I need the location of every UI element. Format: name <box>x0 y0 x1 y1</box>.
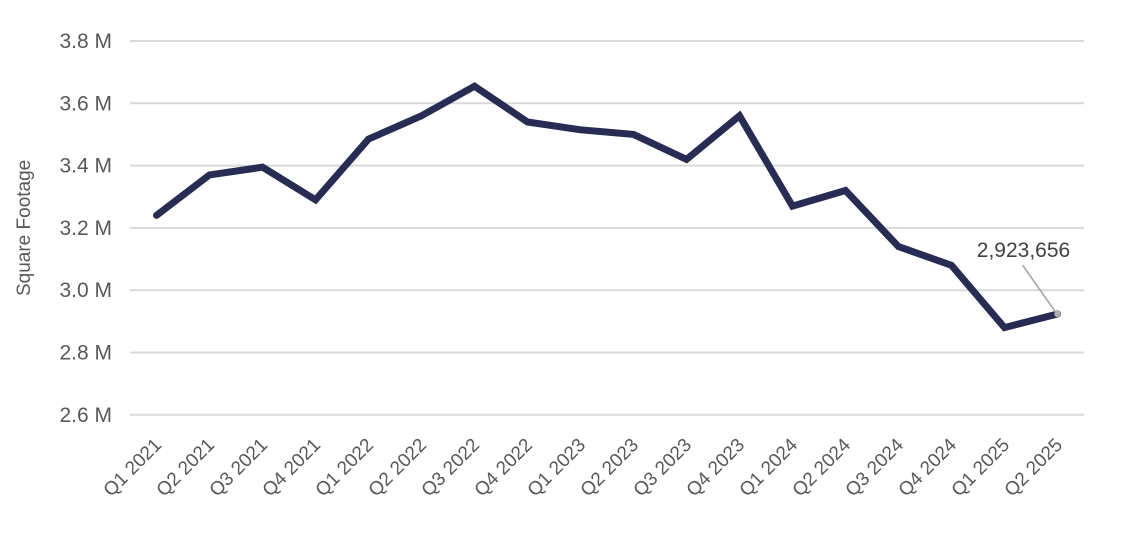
y-tick-label: 3.2 M <box>59 217 112 240</box>
y-axis-title: Square Footage <box>14 160 35 296</box>
x-tick-label: Q1 2021 <box>100 435 166 501</box>
series-line-square-footage <box>153 82 1061 332</box>
x-tick-label: Q3 2022 <box>418 435 484 501</box>
x-tick-label: Q4 2023 <box>683 435 749 501</box>
y-tick-label: 3.4 M <box>59 155 112 178</box>
x-tick-label: Q2 2025 <box>1001 435 1067 501</box>
last-point-marker-dot <box>1054 310 1061 318</box>
x-tick-label: Q4 2022 <box>471 435 537 501</box>
y-tick-label: 2.8 M <box>59 342 112 365</box>
last-value-annotation: 2,923,656 <box>977 239 1070 262</box>
x-tick-label: Q4 2021 <box>259 435 325 501</box>
x-tick-label: Q1 2023 <box>524 435 590 501</box>
x-tick-label: Q1 2022 <box>312 435 378 501</box>
x-tick-label: Q3 2021 <box>206 435 272 501</box>
x-tick-label: Q2 2021 <box>153 435 219 501</box>
x-tick-label: Q2 2022 <box>365 435 431 501</box>
x-tick-label: Q2 2023 <box>577 435 643 501</box>
y-tick-label: 3.6 M <box>59 92 112 115</box>
x-tick-label: Q1 2025 <box>948 435 1014 501</box>
annotation-leader-line <box>1021 264 1057 313</box>
y-tick-label: 2.6 M <box>59 404 112 427</box>
y-tick-label: 3.0 M <box>59 279 112 302</box>
x-tick-label: Q3 2023 <box>630 435 696 501</box>
y-tick-label: 3.8 M <box>59 30 112 53</box>
